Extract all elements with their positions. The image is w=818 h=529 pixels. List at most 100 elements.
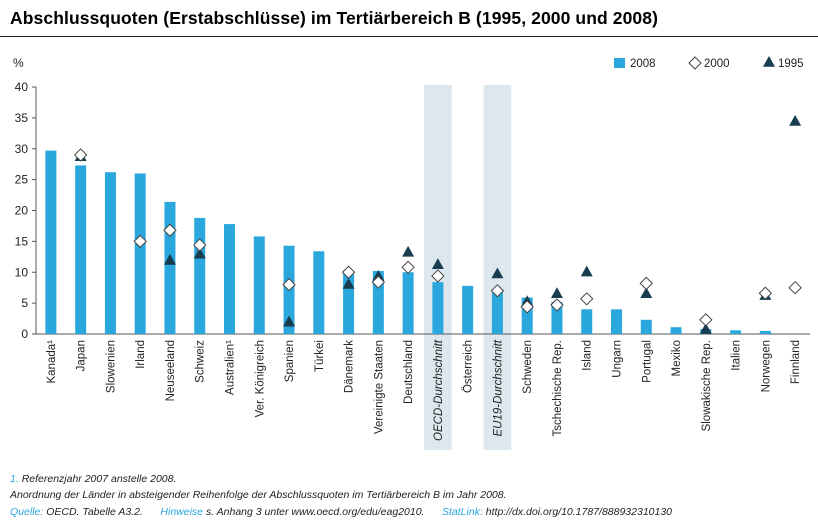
bar-2008 [75,165,87,334]
marker-2000 [490,284,505,298]
legend-swatch-2008 [614,58,625,68]
category-label: Schweden [522,340,534,394]
category-label: Finnland [790,340,802,384]
category-label: Schweiz [195,340,207,383]
statlink-label[interactable]: StatLink: [442,506,483,518]
marker-1995 [372,269,385,281]
source-line: Quelle: OECD. Tabelle A3.2. Hinweise s. … [10,506,672,518]
legend-swatch-1995 [763,56,775,67]
category-label: Slowenien [105,340,117,393]
hint-label[interactable]: Hinweise [160,506,204,518]
bar-2008 [104,172,116,334]
footnote-1-marker: 1. [10,473,19,485]
marker-1995 [163,253,176,265]
y-tick-label: 20 [15,204,29,218]
category-label: Dänemark [344,340,356,393]
y-tick-label: 40 [15,80,29,94]
bar-2008 [521,297,533,334]
legend-swatch-2000 [688,56,702,70]
marker-1995 [789,114,802,126]
bar-2008 [551,301,563,334]
legend-label-2008: 2008 [630,58,656,70]
y-tick-label: 5 [21,296,28,310]
category-label: Tschechische Rep. [552,340,564,437]
category-label: Österreich [463,340,475,393]
bar-2008 [134,173,146,334]
marker-1995 [431,258,444,270]
bar-2008 [581,309,593,334]
bar-2008 [491,290,503,334]
statlink-url[interactable]: http://dx.doi.org/10.1787/888932310130 [485,506,673,518]
source-text: OECD. Tabelle A3.2. [46,506,143,518]
category-label: Neuseeland [165,340,177,401]
source-label: Quelle: [10,506,44,518]
category-label: Mexiko [671,340,683,376]
marker-1995 [699,323,712,334]
marker-2000 [401,260,415,275]
marker-1995 [550,287,563,299]
marker-1995 [640,287,653,299]
y-axis-label: % [13,56,24,70]
marker-2000 [133,234,147,249]
category-label: Ver. Königreich [254,340,266,417]
marker-2000 [639,276,653,291]
bar-2008 [343,271,355,334]
bar-2008 [372,271,384,334]
marker-2000 [371,275,386,289]
bar-2008 [194,217,206,334]
category-label: Vereinigte Staaten [373,340,385,434]
marker-2000 [431,269,445,283]
marker-1995 [342,277,355,289]
title-divider [0,36,818,37]
y-tick-label: 25 [15,173,29,187]
hint-text: s. Anhang 3 unter www.oecd.org/edu/eag20… [205,506,425,518]
bar-2008 [253,236,265,334]
order-note: Anordnung der Länder in absteigender Rei… [10,489,507,501]
marker-2000 [758,286,773,300]
chart-title: Abschlussquoten (Erstabschlüsse) im Tert… [10,8,658,28]
marker-2000 [73,148,88,162]
category-label: Deutschland [403,340,415,404]
chart: 0 5 10 15 20 25 30 35 40% Kanada¹ Japan Slowenien Ir… [13,56,810,450]
category-label: Portugal [641,340,653,383]
category-label: Australien¹ [225,340,237,395]
legend-label-1995: 1995 [778,58,804,70]
marker-2000 [550,298,564,312]
y-tick-label: 15 [15,234,29,248]
marker-2000 [282,277,296,292]
marker-1995 [193,247,206,259]
bar-2008 [670,327,682,334]
category-label: Slowakische Rep. [701,340,713,431]
marker-1995 [491,267,504,279]
legend-label-2000: 2000 [704,58,730,70]
category-label: Irland [135,340,147,369]
footnote-1-text: Referenzjahr 2007 anstelle 2008. [21,473,177,485]
bar-2008 [313,251,325,334]
bar-2008 [611,309,622,334]
y-tick-label: 35 [15,111,29,125]
category-label: Italien [731,340,743,371]
category-label: Kanada¹ [46,340,58,384]
category-label: Spanien [284,340,296,382]
bar-2008 [730,330,742,334]
bar-2008 [759,330,771,334]
y-tick-label: 30 [15,142,29,156]
marker-2000 [580,292,594,306]
category-label: OECD-Durchschnitt [433,339,445,441]
category-label: Türkei [314,340,326,372]
y-tick-label: 0 [21,327,28,341]
marker-2000 [699,313,713,327]
bar-2008 [402,272,414,334]
category-label: Ungarn [612,340,624,378]
marker-1995 [283,315,296,327]
bar-2008 [640,319,652,334]
category-label: Island [582,340,594,371]
marker-1995 [402,245,415,257]
marker-1995 [580,265,593,277]
marker-2000 [193,238,207,252]
footnote-1: 1. Referenzjahr 2007 anstelle 2008. [10,473,176,485]
bar-2008 [462,285,474,334]
category-label: Norwegen [760,340,772,392]
category-label: Japan [76,340,88,371]
bar-2008 [432,282,444,334]
